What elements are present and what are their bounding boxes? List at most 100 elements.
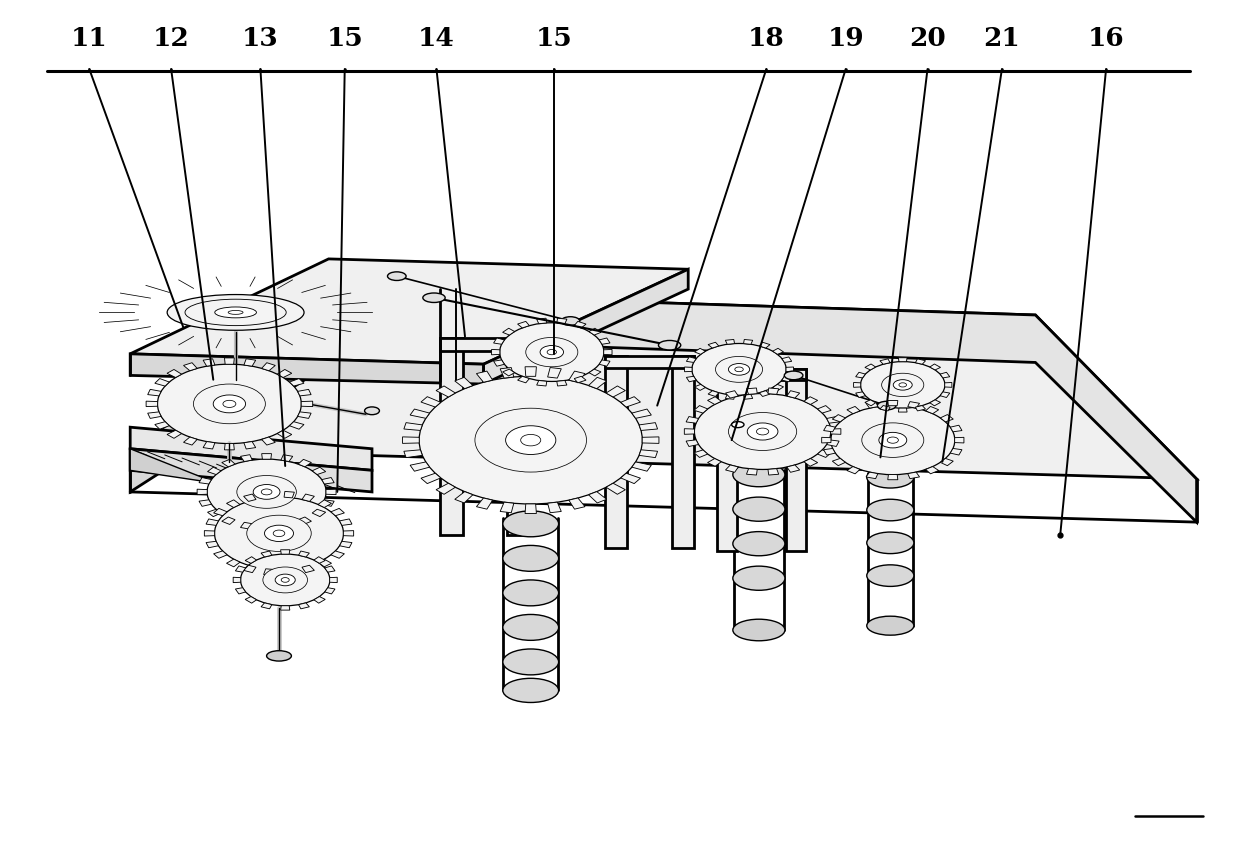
Polygon shape (866, 472, 878, 479)
Ellipse shape (735, 367, 743, 372)
Ellipse shape (263, 567, 308, 593)
Polygon shape (281, 522, 293, 529)
Ellipse shape (503, 649, 558, 675)
Ellipse shape (867, 499, 914, 520)
Polygon shape (280, 550, 290, 554)
Polygon shape (148, 389, 161, 396)
Polygon shape (146, 401, 157, 406)
Polygon shape (184, 437, 197, 445)
Polygon shape (694, 406, 708, 413)
Polygon shape (262, 362, 275, 371)
Polygon shape (694, 384, 706, 390)
Polygon shape (184, 362, 197, 371)
Polygon shape (888, 400, 898, 406)
Ellipse shape (273, 530, 285, 537)
Polygon shape (832, 458, 846, 466)
Polygon shape (880, 359, 890, 364)
Polygon shape (299, 551, 309, 557)
Ellipse shape (733, 532, 785, 556)
Polygon shape (130, 449, 217, 483)
Polygon shape (856, 392, 866, 398)
Ellipse shape (732, 422, 744, 428)
Polygon shape (264, 491, 274, 498)
Polygon shape (940, 392, 950, 398)
Polygon shape (198, 477, 212, 484)
Polygon shape (312, 509, 326, 517)
Polygon shape (321, 500, 335, 507)
Polygon shape (404, 450, 423, 457)
Polygon shape (224, 358, 234, 364)
Polygon shape (321, 477, 335, 484)
Polygon shape (708, 391, 719, 396)
Polygon shape (853, 382, 861, 387)
Polygon shape (436, 483, 455, 494)
Ellipse shape (500, 323, 604, 381)
Ellipse shape (247, 515, 311, 551)
Polygon shape (822, 438, 831, 443)
Polygon shape (925, 467, 939, 474)
Polygon shape (525, 367, 537, 376)
Polygon shape (262, 603, 272, 608)
Polygon shape (298, 412, 311, 419)
Ellipse shape (878, 401, 895, 410)
Polygon shape (403, 437, 419, 444)
Ellipse shape (733, 566, 785, 590)
Polygon shape (203, 359, 215, 366)
Polygon shape (167, 431, 181, 438)
Polygon shape (436, 386, 455, 397)
Polygon shape (786, 369, 806, 551)
Polygon shape (632, 462, 651, 471)
Polygon shape (599, 338, 610, 344)
Text: 18: 18 (748, 27, 785, 51)
Polygon shape (262, 551, 272, 557)
Polygon shape (888, 475, 898, 480)
Text: 21: 21 (983, 27, 1021, 51)
Ellipse shape (215, 497, 343, 570)
Polygon shape (280, 606, 290, 610)
Text: 19: 19 (827, 27, 864, 51)
Polygon shape (827, 440, 839, 446)
Polygon shape (569, 371, 585, 382)
Polygon shape (244, 359, 255, 366)
Polygon shape (817, 450, 831, 457)
Polygon shape (340, 519, 352, 526)
Polygon shape (502, 369, 515, 376)
Text: 20: 20 (909, 27, 946, 51)
Ellipse shape (893, 380, 913, 390)
Polygon shape (725, 394, 734, 400)
Ellipse shape (264, 526, 294, 541)
Polygon shape (325, 566, 335, 572)
Polygon shape (198, 500, 212, 507)
Ellipse shape (237, 476, 296, 508)
Polygon shape (537, 381, 547, 386)
Polygon shape (317, 500, 331, 507)
Text: 12: 12 (153, 27, 190, 51)
Polygon shape (782, 376, 791, 381)
Ellipse shape (387, 272, 407, 280)
Polygon shape (898, 358, 908, 362)
Polygon shape (284, 569, 294, 576)
Polygon shape (880, 406, 890, 411)
Polygon shape (773, 384, 784, 390)
Polygon shape (206, 541, 218, 548)
Polygon shape (823, 449, 836, 455)
Polygon shape (817, 406, 831, 413)
Polygon shape (289, 379, 304, 386)
Polygon shape (847, 467, 861, 474)
Ellipse shape (658, 341, 681, 350)
Polygon shape (557, 381, 567, 386)
Ellipse shape (213, 395, 246, 413)
Polygon shape (205, 531, 215, 536)
Polygon shape (241, 455, 252, 462)
Polygon shape (717, 369, 806, 381)
Polygon shape (708, 397, 722, 405)
Ellipse shape (521, 434, 541, 446)
Polygon shape (945, 382, 952, 387)
Ellipse shape (193, 384, 265, 424)
Polygon shape (325, 588, 335, 594)
Polygon shape (639, 423, 657, 431)
Ellipse shape (423, 293, 445, 303)
Polygon shape (420, 397, 440, 407)
Polygon shape (130, 259, 688, 364)
Ellipse shape (207, 459, 326, 525)
